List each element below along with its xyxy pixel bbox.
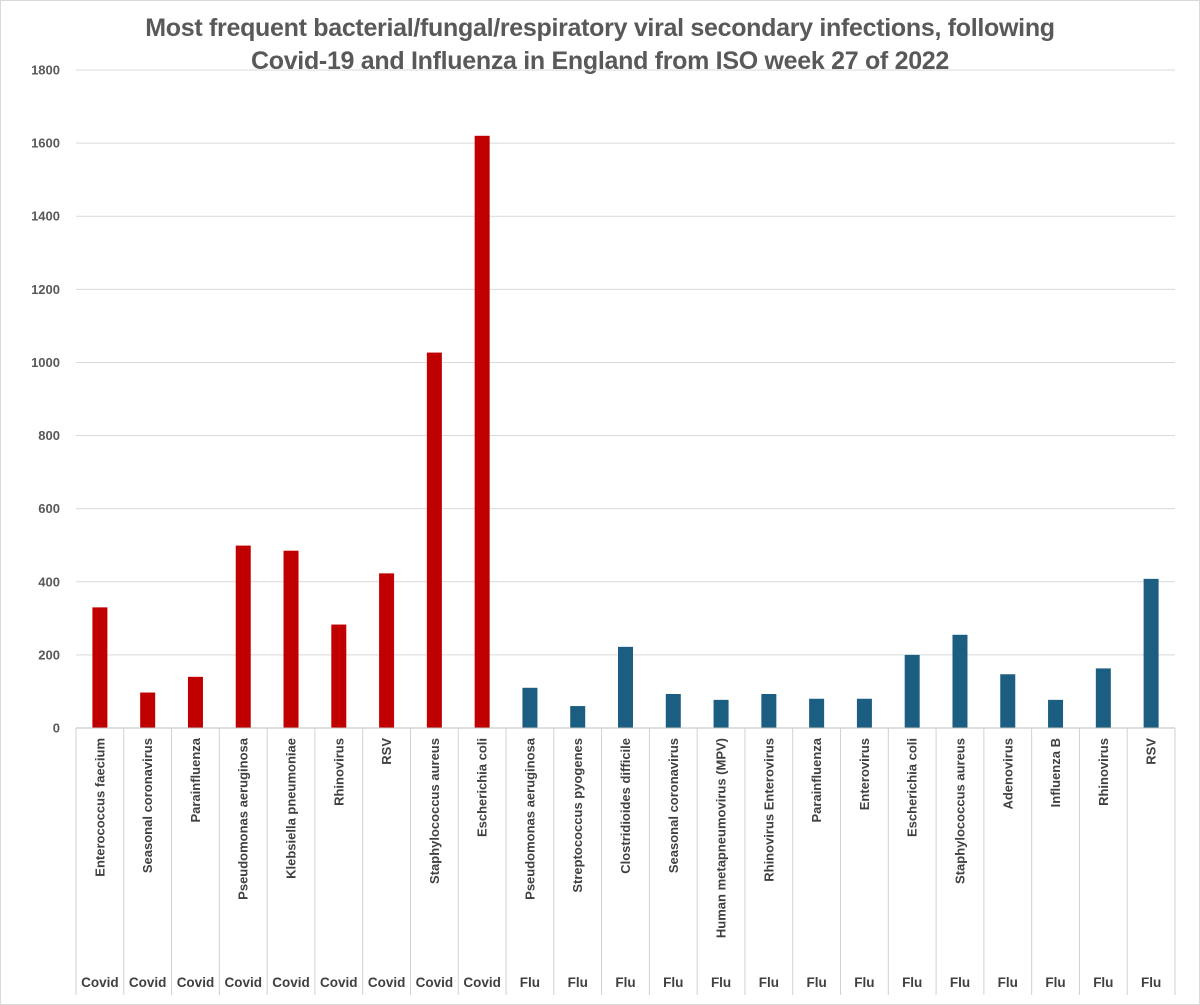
bar bbox=[904, 654, 920, 728]
y-tick-label: 1400 bbox=[31, 209, 60, 224]
group-label: Flu bbox=[902, 975, 922, 990]
bar bbox=[92, 607, 108, 728]
bar bbox=[856, 698, 872, 728]
y-tick-label: 200 bbox=[38, 647, 60, 662]
bar bbox=[1000, 674, 1016, 728]
bar bbox=[1048, 699, 1064, 728]
bar bbox=[570, 706, 586, 728]
category-label: Clostridioides difficile bbox=[618, 738, 633, 874]
bar bbox=[235, 545, 251, 728]
bar bbox=[283, 550, 299, 728]
bar bbox=[1095, 668, 1111, 728]
group-label: Flu bbox=[807, 975, 827, 990]
category-label: Enterococcus faecium bbox=[92, 738, 107, 877]
bar bbox=[426, 352, 442, 728]
bar bbox=[1143, 578, 1159, 728]
bar bbox=[713, 699, 729, 728]
group-label: Covid bbox=[320, 975, 358, 990]
group-label: Covid bbox=[129, 975, 167, 990]
category-label: Pseudomonas aeruginosa bbox=[236, 737, 251, 900]
category-label: RSV bbox=[379, 738, 394, 765]
group-label: Covid bbox=[177, 975, 215, 990]
y-tick-label: 1600 bbox=[31, 136, 60, 151]
group-label: Covid bbox=[81, 975, 119, 990]
bar bbox=[618, 646, 633, 728]
y-tick-label: 400 bbox=[38, 574, 60, 589]
bar bbox=[140, 692, 156, 728]
group-label: Flu bbox=[568, 975, 588, 990]
group-label: Flu bbox=[615, 975, 635, 990]
category-label: Adenovirus bbox=[1000, 738, 1015, 810]
group-label: Flu bbox=[759, 975, 779, 990]
group-label: Flu bbox=[1093, 975, 1113, 990]
y-tick-label: 1800 bbox=[31, 63, 60, 78]
bar bbox=[331, 624, 347, 728]
y-tick-label: 1000 bbox=[31, 355, 60, 370]
bar bbox=[474, 135, 490, 729]
group-label: Flu bbox=[663, 975, 683, 990]
category-label: Rhinovirus bbox=[331, 738, 346, 806]
category-label: Human metapneumovirus (MPV) bbox=[714, 738, 729, 938]
bar bbox=[761, 694, 777, 728]
y-tick-label: 0 bbox=[53, 721, 60, 736]
group-label: Flu bbox=[1045, 975, 1065, 990]
category-label: RSV bbox=[1144, 738, 1159, 765]
chart-title-line-1: Most frequent bacterial/fungal/respirato… bbox=[145, 14, 1055, 42]
category-label: Influenza B bbox=[1048, 738, 1063, 807]
group-label: Covid bbox=[272, 975, 310, 990]
category-label: Staphylococcus aureus bbox=[952, 738, 967, 884]
category-label: Seasonal coronavirus bbox=[140, 738, 155, 873]
category-label: Klebsiella pneumoniae bbox=[284, 738, 299, 879]
y-tick-label: 600 bbox=[38, 501, 60, 516]
category-label: Parainfluenza bbox=[188, 737, 203, 822]
bar bbox=[952, 634, 968, 728]
group-label: Covid bbox=[368, 975, 406, 990]
category-label: Staphylococcus aureus bbox=[427, 738, 442, 884]
category-label: Rhinovirus bbox=[1096, 738, 1111, 806]
group-label: Flu bbox=[998, 975, 1018, 990]
category-label: Pseudomonas aeruginosa bbox=[522, 737, 537, 900]
category-label: Streptococcus pyogenes bbox=[570, 738, 585, 893]
bar bbox=[665, 694, 681, 728]
group-label: Flu bbox=[711, 975, 731, 990]
category-label: Escherichia coli bbox=[475, 738, 490, 837]
category-label: Enterovirus bbox=[857, 738, 872, 810]
y-tick-label: 800 bbox=[38, 428, 60, 443]
bar bbox=[379, 573, 395, 728]
group-label: Covid bbox=[416, 975, 454, 990]
category-label: Parainfluenza bbox=[809, 737, 824, 822]
group-label: Flu bbox=[520, 975, 540, 990]
category-label: Seasonal coronavirus bbox=[666, 738, 681, 873]
group-label: Flu bbox=[1141, 975, 1161, 990]
group-label: Covid bbox=[224, 975, 262, 990]
group-label: Covid bbox=[463, 975, 501, 990]
bar bbox=[187, 676, 203, 728]
group-label: Flu bbox=[950, 975, 970, 990]
category-label: Escherichia coli bbox=[905, 738, 920, 837]
group-label: Flu bbox=[854, 975, 874, 990]
category-label: Rhinovirus Enterovirus bbox=[761, 738, 776, 882]
bar bbox=[522, 687, 538, 728]
y-tick-label: 1200 bbox=[31, 282, 60, 297]
bar bbox=[809, 698, 825, 728]
